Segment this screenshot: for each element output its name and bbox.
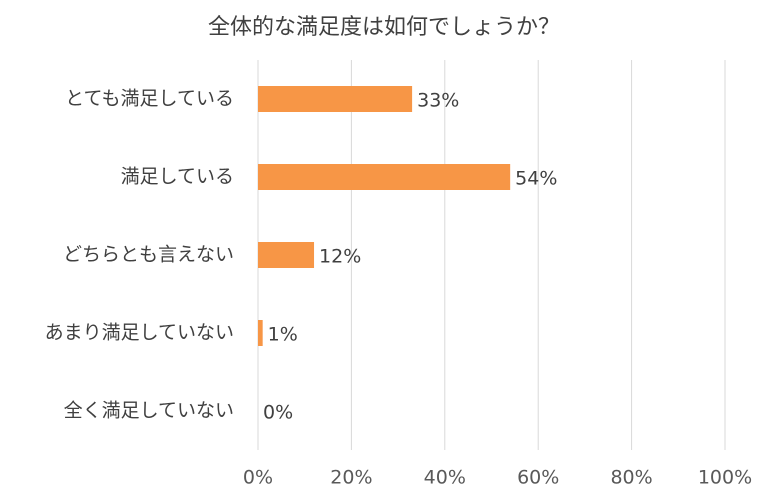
bar bbox=[258, 86, 413, 112]
bar bbox=[258, 242, 315, 268]
value-label: 33% bbox=[417, 90, 459, 112]
y-tick-label: どちらとも言えない bbox=[63, 244, 234, 266]
x-tick-label: 0% bbox=[243, 467, 273, 489]
y-tick-label: 全く満足していない bbox=[64, 400, 234, 422]
chart-title: 全体的な満足度は如何でしょうか？ bbox=[208, 15, 560, 40]
value-label: 12% bbox=[319, 246, 361, 268]
x-tick-label: 60% bbox=[517, 467, 559, 489]
value-label: 1% bbox=[268, 324, 298, 346]
x-tick-label: 80% bbox=[610, 467, 652, 489]
value-label: 54% bbox=[515, 168, 557, 190]
x-tick-label: 40% bbox=[424, 467, 466, 489]
y-tick-label: あまり満足していない bbox=[45, 322, 234, 344]
y-tick-label: とても満足している bbox=[65, 88, 234, 110]
bar bbox=[258, 320, 263, 346]
x-tick-label: 100% bbox=[698, 467, 752, 489]
value-label: 0% bbox=[263, 402, 293, 424]
bar bbox=[258, 164, 511, 190]
x-tick-label: 20% bbox=[330, 467, 372, 489]
y-tick-label: 満足している bbox=[121, 166, 234, 188]
